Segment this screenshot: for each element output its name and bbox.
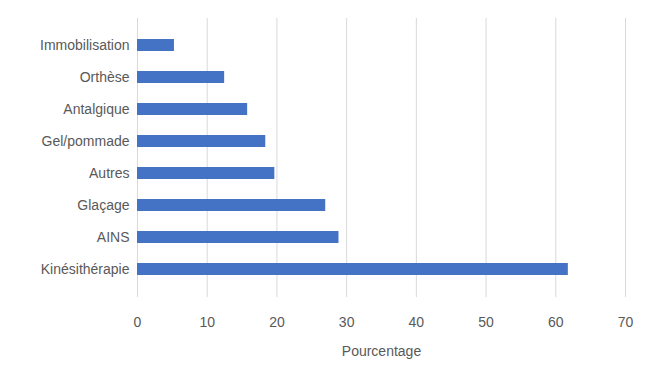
svg-text:AINS: AINS [97, 229, 130, 245]
svg-text:Antalgique: Antalgique [63, 101, 129, 117]
svg-text:30: 30 [339, 314, 355, 330]
svg-text:40: 40 [409, 314, 425, 330]
svg-text:Autres: Autres [89, 165, 129, 181]
svg-text:50: 50 [478, 314, 494, 330]
svg-text:Kinésithérapie: Kinésithérapie [41, 261, 130, 277]
svg-text:Orthèse: Orthèse [80, 69, 130, 85]
svg-text:10: 10 [199, 314, 215, 330]
svg-text:Glaçage: Glaçage [77, 197, 129, 213]
svg-text:Pourcentage: Pourcentage [342, 343, 422, 359]
svg-text:0: 0 [134, 314, 142, 330]
svg-text:60: 60 [548, 314, 564, 330]
svg-text:20: 20 [269, 314, 285, 330]
svg-text:Immobilisation: Immobilisation [40, 37, 129, 53]
svg-text:Gel/pommade: Gel/pommade [42, 133, 130, 149]
svg-text:70: 70 [618, 314, 634, 330]
